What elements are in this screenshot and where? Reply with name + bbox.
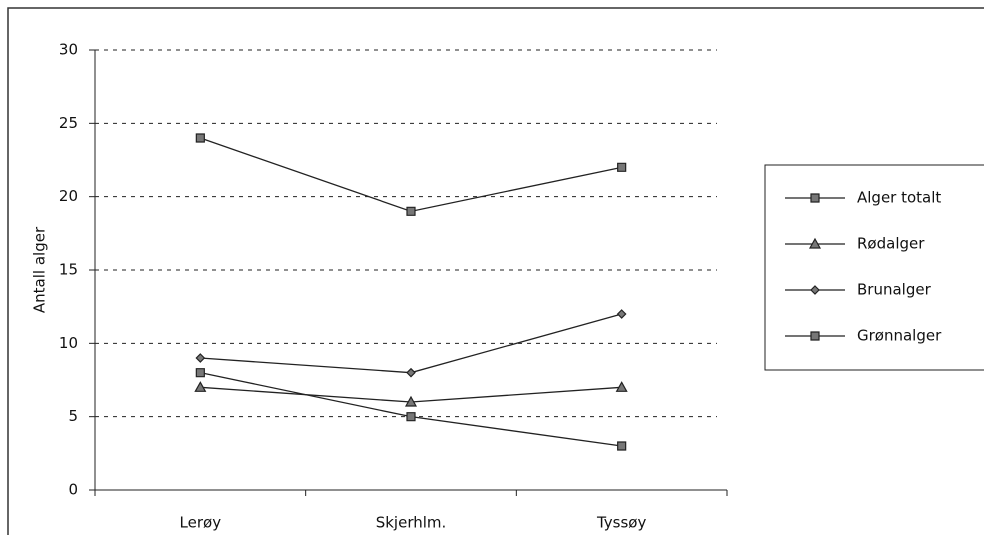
marker bbox=[404, 395, 418, 407]
marker bbox=[195, 133, 205, 143]
marker bbox=[406, 206, 416, 216]
legend-marker bbox=[810, 331, 820, 341]
y-tick-label: 5 bbox=[68, 407, 78, 425]
y-tick-label: 15 bbox=[59, 261, 78, 279]
series-line bbox=[200, 372, 622, 447]
marker bbox=[406, 367, 416, 378]
marker bbox=[406, 412, 416, 422]
marker bbox=[194, 381, 207, 392]
legend-marker bbox=[810, 285, 820, 295]
chart-frame bbox=[7, 7, 984, 535]
y-tick-label: 0 bbox=[68, 481, 78, 499]
y-tick-label: 30 bbox=[59, 41, 78, 59]
legend-label: Alger totalt bbox=[857, 189, 941, 207]
y-tick-label: 20 bbox=[59, 187, 78, 205]
y-axis-label: Antall alger bbox=[31, 226, 49, 313]
y-tick-label: 10 bbox=[59, 334, 78, 352]
marker bbox=[195, 353, 206, 363]
marker bbox=[617, 441, 627, 451]
legend-label: Rødalger bbox=[857, 235, 925, 253]
marker bbox=[195, 368, 205, 378]
x-tick-label: Skjerhlm. bbox=[376, 514, 447, 532]
x-tick-label: Tyssøy bbox=[596, 514, 647, 532]
legend-label: Brunalger bbox=[857, 281, 932, 299]
legend-box bbox=[764, 164, 984, 371]
marker bbox=[617, 162, 627, 172]
legend-label: Grønnalger bbox=[857, 327, 942, 345]
x-tick-label: Lerøy bbox=[180, 514, 222, 532]
y-tick-label: 25 bbox=[59, 114, 78, 132]
legend-marker bbox=[810, 193, 820, 203]
legend-marker bbox=[808, 237, 822, 249]
marker bbox=[616, 309, 627, 319]
marker bbox=[615, 381, 628, 392]
series-line bbox=[200, 137, 622, 213]
